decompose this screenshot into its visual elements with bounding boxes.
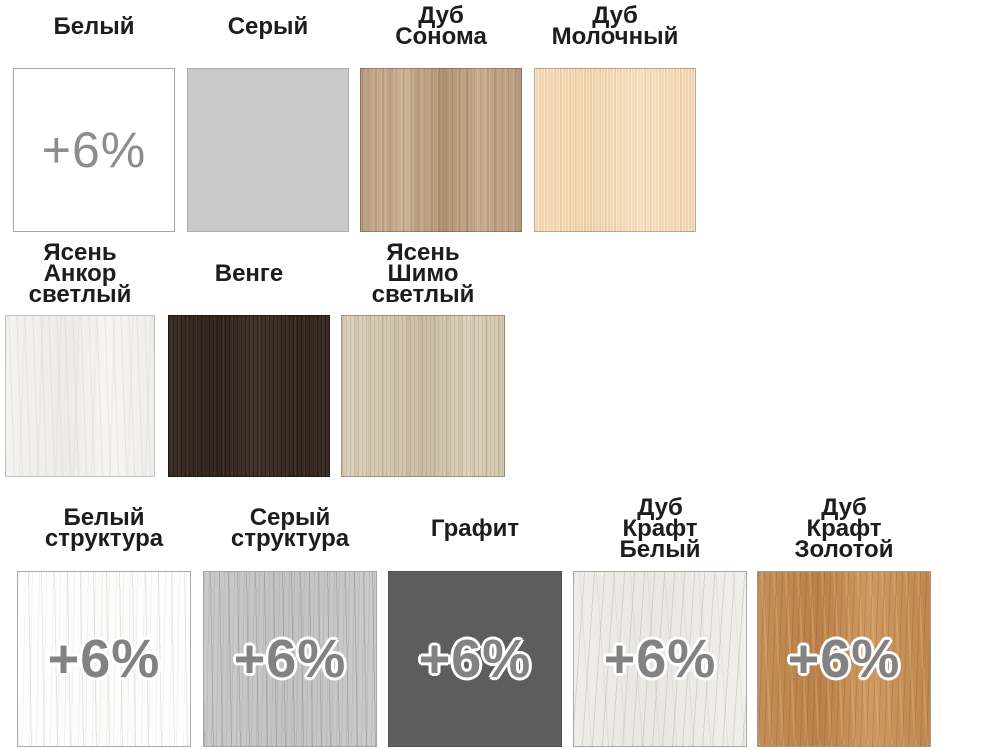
swatch-label-oak-sonoma: Дуб Сонома [395, 2, 487, 50]
swatch-label-oak-craft-gold: Дуб Крафт Золотой [794, 493, 894, 563]
swatch-label-ash-ankor-light: Ясень Анкор светлый [28, 238, 132, 308]
swatch-graphite[interactable]: +6% [388, 571, 562, 747]
swatch-oak-sonoma[interactable] [360, 68, 522, 232]
swatch-gray-structure[interactable]: +6% [203, 571, 377, 747]
swatch-oak-milky[interactable] [534, 68, 696, 232]
swatch-label-wenge: Венге [214, 259, 284, 287]
surcharge-badge: +6% [418, 629, 532, 689]
swatch-label-graphite: Графит [430, 514, 520, 542]
swatch-label-oak-craft-white: Дуб Крафт Белый [619, 493, 701, 563]
swatch-label-ash-shimo-light: Ясень Шимо светлый [371, 238, 475, 308]
surcharge-badge: +6% [41, 122, 147, 178]
swatch-ash-shimo-light[interactable] [341, 315, 505, 477]
swatch-oak-craft-white[interactable]: +6% [573, 571, 747, 747]
swatch-white-structure[interactable]: +6% [17, 571, 191, 747]
surcharge-badge: +6% [787, 629, 901, 689]
swatch-oak-craft-gold[interactable]: +6% [757, 571, 931, 747]
swatch-gray[interactable] [187, 68, 349, 232]
surcharge-badge: +6% [603, 629, 717, 689]
swatch-ash-ankor-light[interactable] [5, 315, 155, 477]
surcharge-badge: +6% [233, 629, 347, 689]
swatch-label-gray: Серый [227, 12, 309, 40]
swatch-white[interactable]: +6% [13, 68, 175, 232]
swatch-label-white-structure: Белый структура [44, 504, 164, 552]
surcharge-badge: +6% [47, 629, 161, 689]
swatch-label-oak-milky: Дуб Молочный [551, 2, 679, 50]
swatch-label-white: Белый [53, 12, 135, 40]
swatch-wenge[interactable] [168, 315, 330, 477]
swatch-label-gray-structure: Серый структура [230, 504, 350, 552]
